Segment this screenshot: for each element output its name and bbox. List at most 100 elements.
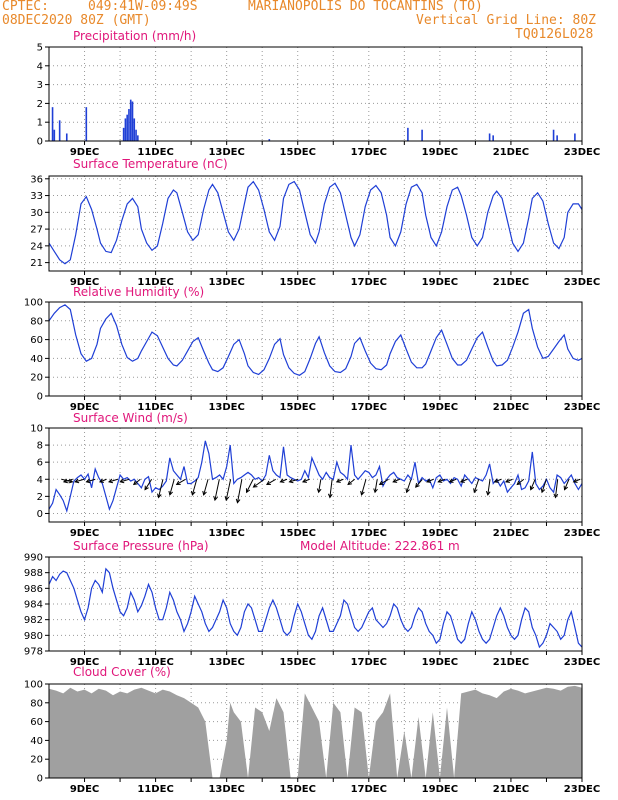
x-tick-label: 13DEC (208, 402, 244, 413)
panel-frame (48, 556, 583, 652)
x-tick-label: 11DEC (137, 277, 173, 288)
panel-wind: 0 2 4 6 8 10 9DEC 11DEC 13DEC 15DEC 17DEC 19DEC 21DE… (30, 411, 600, 539)
wind-arrow (505, 478, 513, 483)
wind-arrow-head (252, 483, 258, 488)
precip-bar (574, 133, 576, 141)
x-tick-label: 11DEC (137, 657, 173, 668)
wind-arrow-head (405, 488, 410, 494)
wind-arrow (246, 479, 254, 493)
precip-bar (556, 135, 558, 141)
wind-arrow-head (473, 488, 478, 494)
panel-frame (48, 301, 583, 397)
wind-arrow (473, 479, 480, 493)
y-tick-label: 4 (37, 475, 43, 486)
wind-arrow-head (316, 488, 322, 494)
y-tick-label: 5 (37, 43, 43, 54)
wind-arrow-head (347, 480, 353, 486)
x-tick-label: 17DEC (351, 402, 387, 413)
y-tick-label: 60 (30, 335, 43, 346)
wind-arrow-head (493, 478, 499, 483)
wind-arrow (564, 479, 570, 490)
cloud-title: Cloud Cover (%) (73, 665, 171, 679)
x-tick-label: 15DEC (280, 528, 316, 539)
wind-arrow-head (245, 488, 251, 494)
wind-arrow-head (540, 488, 546, 494)
cloud-cover-area (49, 685, 582, 778)
x-tick-label: 13DEC (208, 277, 244, 288)
wind-arrow-head (190, 490, 196, 496)
wind-arrow (280, 478, 288, 483)
wind-arrow (318, 479, 322, 493)
wind-arrow (516, 478, 525, 485)
precip-bar (58, 120, 61, 141)
y-tick-label: 100 (24, 298, 43, 309)
wind-arrow (460, 478, 468, 483)
wind-arrow-head (175, 480, 181, 486)
precip-title: Precipitation (mm/h) (73, 29, 196, 43)
wind-arrow-head (426, 478, 432, 483)
y-tick-label: 10 (30, 424, 43, 435)
wind-arrow (379, 478, 389, 485)
wind-arrow (214, 479, 220, 501)
precip-bar (124, 118, 127, 141)
panel-temp: 21 24 27 30 33 36 9DEC 11DEC 13DEC 15DEC 17DEC 19DE… (30, 157, 600, 288)
temp-title: Surface Temperature (nC) (73, 157, 228, 171)
x-tick-label: 13DEC (208, 528, 244, 539)
y-tick-label: 2 (37, 99, 43, 110)
x-tick-label: 9DEC (70, 657, 99, 668)
x-tick-label: 21DEC (493, 277, 529, 288)
wind-arrow (347, 478, 355, 485)
wind-arrow (554, 479, 559, 498)
wind-arrow-head (335, 478, 341, 483)
wind-arrow (426, 478, 434, 483)
wind-arrow-head (437, 478, 443, 483)
wind-arrow (415, 478, 423, 488)
y-tick-label: 0 (37, 392, 43, 403)
wind-arrow-head (378, 480, 384, 486)
y-tick-label: 0 (37, 509, 43, 520)
wind-arrow (169, 479, 175, 496)
wind-arrow-head (415, 483, 420, 488)
wind-arrow (133, 478, 141, 485)
y-tick-label: 20 (30, 373, 43, 384)
precip-bar (128, 109, 130, 141)
y-tick-label: 24 (30, 241, 43, 252)
x-tick-label: 17DEC (351, 147, 387, 158)
x-tick-label: 19DEC (422, 402, 458, 413)
precip-bar (122, 127, 125, 141)
y-tick-label: 20 (30, 755, 43, 766)
y-tick-label: 33 (30, 191, 43, 202)
y-tick-label: 30 (30, 208, 43, 219)
x-tick-label: 23DEC (564, 147, 600, 158)
x-tick-label: 21DEC (493, 402, 529, 413)
panel-frame (48, 683, 583, 779)
panel-cloud: 0 20 40 60 80 100 9DEC 11DEC 13DEC 15DEC 17DEC 19DE… (24, 665, 600, 795)
y-tick-label: 980 (24, 631, 43, 642)
x-tick-label: 17DEC (351, 277, 387, 288)
x-tick-label: 23DEC (564, 657, 600, 668)
precip-bar (51, 107, 54, 141)
wind-arrow-head (373, 488, 378, 494)
y-tick-label: 100 (24, 680, 43, 691)
x-tick-label: 9DEC (70, 277, 99, 288)
y-tick-label: 982 (24, 615, 43, 626)
chart-header: CPTEC: 049:41W-09:49S MARIANOPOLIS DO TO… (0, 0, 618, 42)
y-tick-label: 27 (30, 225, 43, 236)
wind-arrow-head (119, 478, 125, 484)
x-tick-label: 23DEC (564, 277, 600, 288)
precip-bar (65, 133, 68, 141)
y-tick-label: 40 (30, 736, 43, 747)
y-tick-label: 40 (30, 354, 43, 365)
wind-arrow (336, 478, 344, 483)
wind-arrow-head (98, 478, 104, 483)
precip-bar (492, 135, 494, 141)
y-tick-label: 3 (37, 80, 43, 91)
wind-arrow (120, 478, 130, 483)
wind-arrow-head (144, 485, 149, 491)
y-tick-label: 990 (24, 553, 43, 564)
header-gridline: Vertical Grid Line: 80Z (416, 13, 597, 28)
x-tick-label: 23DEC (564, 402, 600, 413)
wind-series-line (48, 440, 583, 514)
rh-title: Relative Humidity (%) (73, 285, 204, 299)
precip-bar (85, 107, 88, 141)
